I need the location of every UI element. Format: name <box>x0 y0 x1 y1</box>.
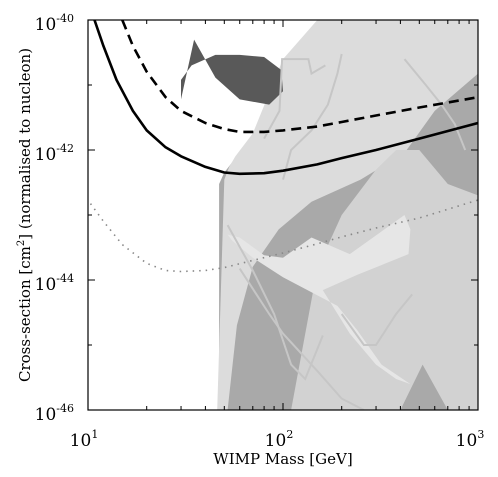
region-outline-5 <box>340 293 413 346</box>
x-tick-label: 101 <box>70 428 99 451</box>
x-tick-label: 102 <box>265 428 294 451</box>
y-tick-label-exp: -46 <box>56 402 74 415</box>
region-outline-6 <box>238 268 365 410</box>
excluded-region-5 <box>181 39 283 105</box>
axis-ticks <box>87 19 479 411</box>
y-tick-label-base: 10 <box>35 405 57 425</box>
region-outline-2 <box>263 58 326 140</box>
y-tick-label-exp: -42 <box>56 142 74 155</box>
region-outline-1 <box>282 53 343 180</box>
y-tick-label-base: 10 <box>35 275 57 295</box>
y-axis-title-suffix: ] (normalised to nucleon) <box>16 48 34 240</box>
y-tick-label: 10-42 <box>35 142 74 165</box>
x-tick-label-exp: 1 <box>91 428 98 441</box>
x-axis-title: WIMP Mass [GeV] <box>213 450 352 468</box>
limit-curve-dashed <box>121 20 478 134</box>
excluded-region-2 <box>217 20 478 410</box>
excluded-region-3 <box>291 150 478 410</box>
limit-curve-solid <box>93 20 478 176</box>
x-tick-label-base: 10 <box>456 431 478 451</box>
y-tick-label: 10-40 <box>35 12 74 35</box>
region-outlines <box>226 53 467 410</box>
x-tick-label: 103 <box>456 428 485 451</box>
x-tick-label-exp: 3 <box>477 428 484 441</box>
y-tick-label-base: 10 <box>35 145 57 165</box>
y-axis-title-sup: 2 <box>16 240 27 246</box>
y-axis-title: Cross-section [cm2] (normalised to nucle… <box>16 48 34 382</box>
y-tick-label-base: 10 <box>35 15 57 35</box>
y-tick-label: 10-44 <box>35 272 74 295</box>
limit-curve-dotted <box>89 199 478 273</box>
excluded-region-4 <box>227 215 411 385</box>
y-axis-title-prefix: Cross-section [cm <box>16 246 34 382</box>
y-tick-label-exp: -44 <box>56 272 74 285</box>
excluded-regions <box>181 20 478 410</box>
y-tick-label-exp: -40 <box>56 12 74 25</box>
x-tick-label-exp: 2 <box>286 428 293 441</box>
x-tick-label-base: 10 <box>70 431 92 451</box>
region-outline-4 <box>226 224 324 381</box>
limit-curves <box>89 20 478 273</box>
y-tick-label: 10-46 <box>35 402 74 425</box>
x-tick-label-base: 10 <box>265 431 287 451</box>
